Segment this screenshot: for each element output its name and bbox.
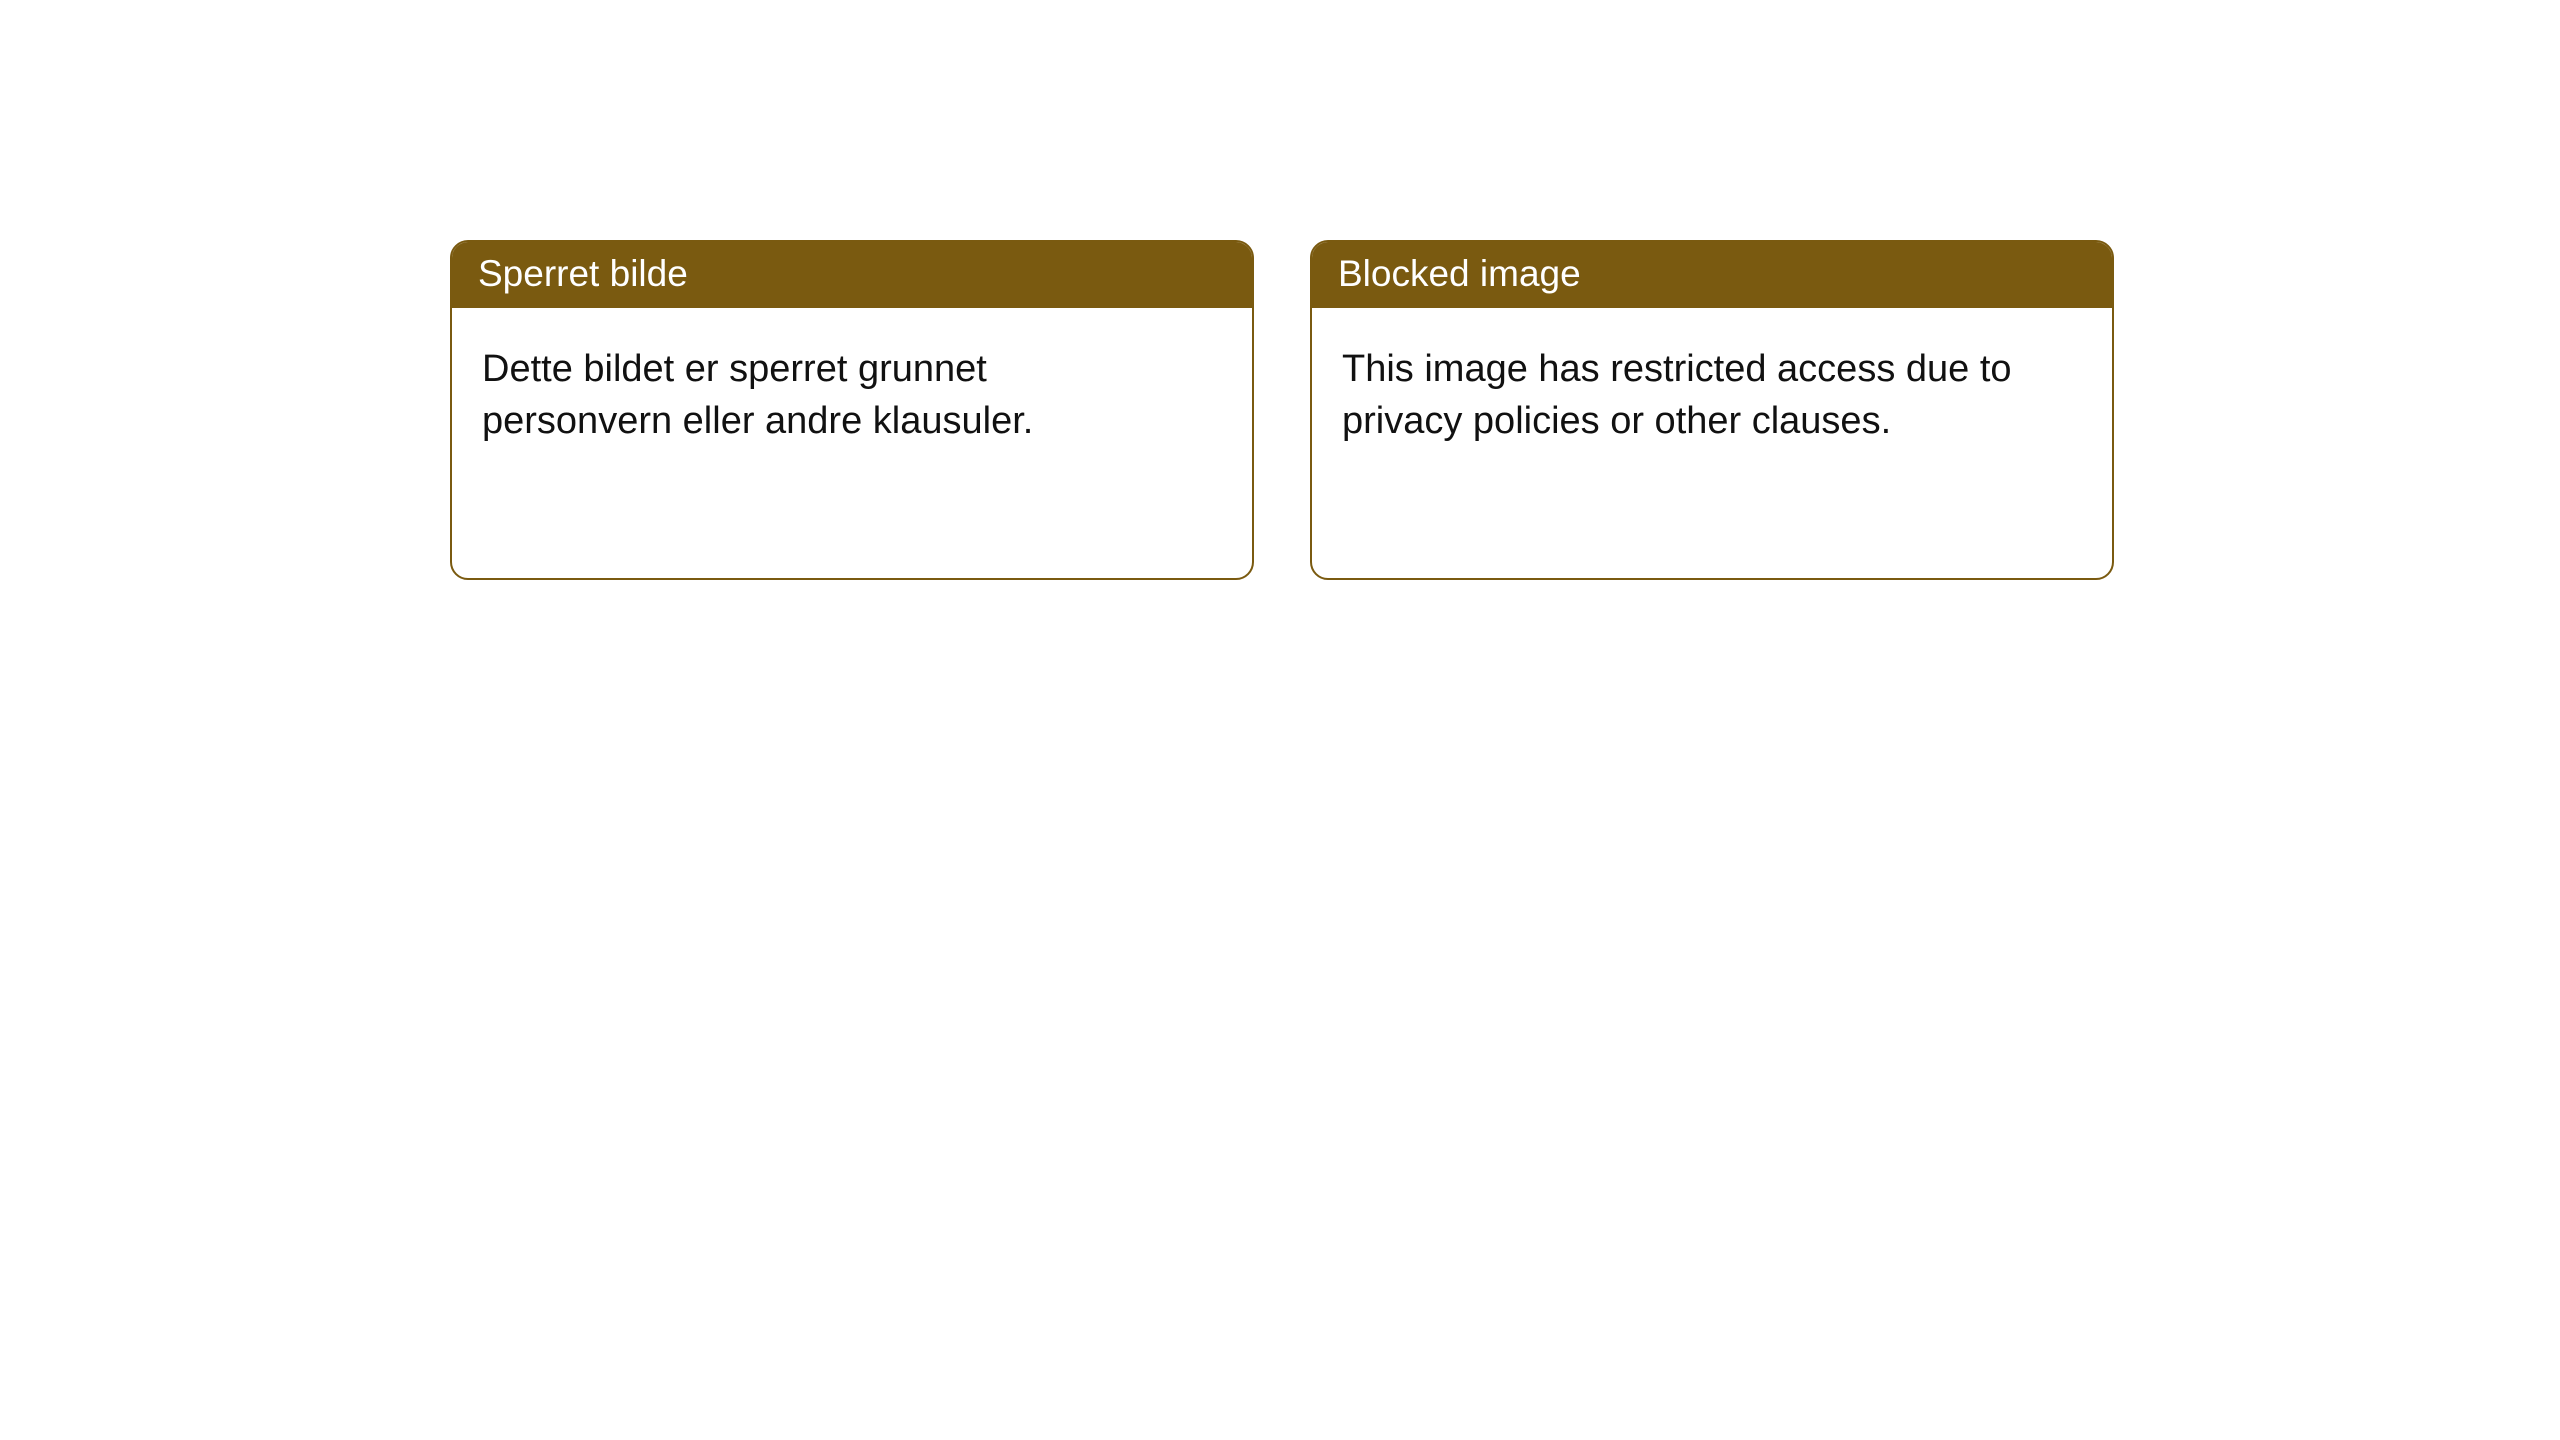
notice-title: Blocked image <box>1338 253 1581 294</box>
notice-header: Blocked image <box>1312 242 2112 308</box>
notice-container: Sperret bilde Dette bildet er sperret gr… <box>0 0 2560 580</box>
notice-text: This image has restricted access due to … <box>1342 344 2022 447</box>
notice-body: This image has restricted access due to … <box>1312 308 2112 578</box>
notice-body: Dette bildet er sperret grunnet personve… <box>452 308 1252 578</box>
notice-title: Sperret bilde <box>478 253 688 294</box>
notice-header: Sperret bilde <box>452 242 1252 308</box>
notice-card-norwegian: Sperret bilde Dette bildet er sperret gr… <box>450 240 1254 580</box>
notice-text: Dette bildet er sperret grunnet personve… <box>482 344 1162 447</box>
notice-card-english: Blocked image This image has restricted … <box>1310 240 2114 580</box>
